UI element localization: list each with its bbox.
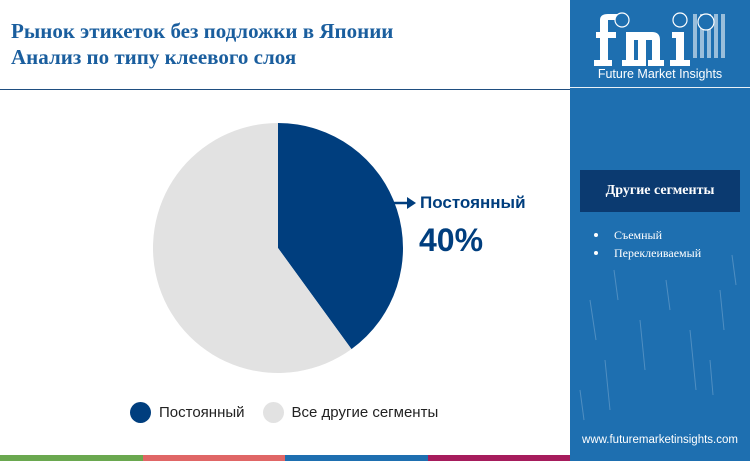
data-label-category: Постоянный <box>420 193 526 212</box>
other-segments-title: Другие сегменты <box>605 183 715 198</box>
other-segments-list: Съемный Переклеиваемый <box>594 226 701 262</box>
chart-title-line-1: Рынок этикеток без подложки в Японии <box>11 19 394 43</box>
title-divider <box>0 89 570 90</box>
sidebar-divider <box>570 87 750 88</box>
bottom-bar-segment <box>142 455 285 461</box>
chart-title: Рынок этикеток без подложки в Японии Ана… <box>11 18 551 70</box>
bullet-icon <box>594 233 598 237</box>
legend-swatch-other <box>262 402 284 423</box>
pie-slice-other <box>153 123 352 373</box>
list-item: Съемный <box>594 226 701 244</box>
callout-arrow-icon <box>394 197 416 209</box>
decorative-rain-lines <box>579 254 737 421</box>
pie-chart <box>153 123 404 373</box>
bottom-bar-segment <box>427 455 570 461</box>
brand-name: Future Market Insights <box>597 67 723 81</box>
other-segment-label: Переклеиваемый <box>614 246 702 260</box>
chart-legend: Постоянный Все другие сегменты <box>130 402 456 423</box>
other-segments-header: Другие сегменты <box>580 170 740 212</box>
legend-label-other: Все другие сегменты <box>291 404 439 421</box>
bullet-icon <box>594 251 598 255</box>
pie-slice-permanent <box>278 123 404 350</box>
website-url: www.futuremarketinsights.com <box>582 434 738 446</box>
list-item: Переклеиваемый <box>594 244 701 262</box>
sidebar-panel: Future Market Insights Другие сегменты С… <box>570 0 750 461</box>
chart-subtitle: Анализ по типу клеевого слоя <box>11 45 297 69</box>
bottom-bar-segment <box>0 455 143 461</box>
other-segment-label: Съемный <box>614 228 663 242</box>
legend-item-other: Все другие сегменты <box>262 402 439 423</box>
bottom-color-bar <box>0 455 570 461</box>
legend-swatch-permanent <box>130 402 151 423</box>
bottom-bar-segment <box>285 455 428 461</box>
legend-label-permanent: Постоянный <box>159 404 245 421</box>
legend-item-permanent: Постоянный <box>130 402 245 423</box>
fmi-logo <box>594 12 725 66</box>
data-label-value: 40% <box>419 222 484 258</box>
